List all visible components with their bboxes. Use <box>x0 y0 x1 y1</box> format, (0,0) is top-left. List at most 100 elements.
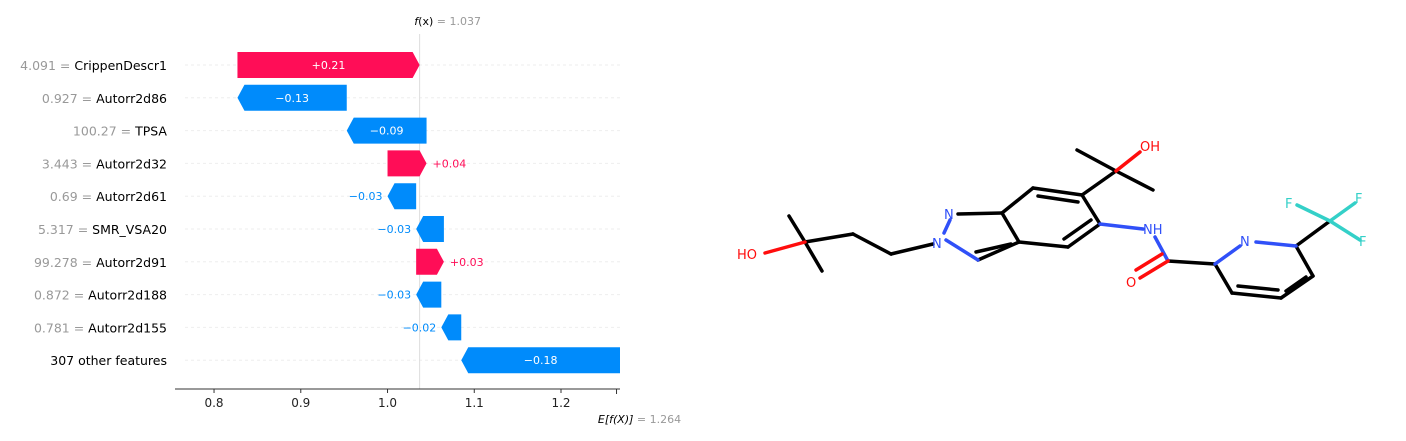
fx-label: f(x) = 1.037 <box>414 15 481 28</box>
feature-label: 99.278 = Autorr2d91 <box>34 255 167 270</box>
shap-value-label: +0.21 <box>312 59 346 72</box>
shap-value-label: −0.09 <box>370 125 404 138</box>
bond <box>1230 291 1283 300</box>
feature-label: 100.27 = TPSA <box>73 124 168 139</box>
feature-name: CrippenDescr1 <box>74 58 167 73</box>
bond <box>1031 186 1084 197</box>
shap-value-label: +0.04 <box>433 157 467 170</box>
bond <box>803 240 824 273</box>
feature-name: 307 other features <box>50 353 167 368</box>
feature-label: 0.872 = Autorr2d188 <box>34 288 167 303</box>
feature-name: Autorr2d155 <box>88 320 167 335</box>
feature-value: 0.781 = <box>34 320 88 335</box>
x-tick-label: 1.0 <box>378 396 397 410</box>
bond-nitrogen <box>1153 235 1170 263</box>
feature-label: 3.443 = Autorr2d32 <box>42 156 167 171</box>
bond <box>974 242 1013 254</box>
fx-label-rest: (x) <box>418 15 433 28</box>
feature-name: Autorr2d86 <box>96 91 167 106</box>
shap-value-label: −0.03 <box>349 190 383 203</box>
feature-name: TPSA <box>134 124 167 139</box>
x-tick-label: 1.1 <box>465 396 484 410</box>
atom-label: NH <box>1143 223 1163 238</box>
bond <box>1213 262 1234 295</box>
bond <box>1166 259 1217 266</box>
bond <box>889 242 935 256</box>
feature-value: 99.278 = <box>34 255 96 270</box>
feature-label: 0.781 = Autorr2d155 <box>34 320 167 335</box>
shap-bar <box>416 248 444 275</box>
bond <box>1080 193 1102 226</box>
atom-label: O <box>1126 276 1136 291</box>
molecule-bonds <box>787 148 1332 300</box>
bond <box>1114 169 1155 192</box>
shap-bar <box>441 314 462 341</box>
shap-waterfall-chart: +0.21 −0.13 −0.09 +0.04 −0.03 −0.03 +0.03 −0.03… <box>20 15 681 426</box>
bond-nitrogen <box>944 238 980 262</box>
shap-value-label: −0.18 <box>524 354 558 367</box>
bond <box>1236 284 1280 292</box>
atom-label: HO <box>737 248 757 263</box>
bond <box>1062 218 1093 241</box>
bond <box>851 232 893 256</box>
bond-oxygen <box>763 240 807 255</box>
bond <box>1284 275 1308 293</box>
fx-value: = 1.037 <box>433 15 481 28</box>
molecule-atoms: HO N N OH NH O N F F F <box>737 140 1366 291</box>
x-tick-label: 0.9 <box>291 396 310 410</box>
atom-label: F <box>1285 197 1292 212</box>
bond <box>1279 274 1315 300</box>
x-axis: 0.8 0.9 1.0 1.1 1.2 <box>175 388 620 410</box>
bond-nitrogen <box>1213 244 1242 266</box>
feature-label: 307 other features <box>50 353 167 368</box>
bond <box>1017 240 1070 249</box>
feature-name: Autorr2d61 <box>96 189 167 204</box>
bond <box>1066 222 1102 249</box>
feature-labels: 4.091 = CrippenDescr1 0.927 = Autorr2d86 1… <box>20 58 167 368</box>
shap-value-label: −0.02 <box>403 321 437 334</box>
bond <box>956 211 1004 216</box>
expected-value-label: E[f(X)] = 1.264 <box>598 413 681 426</box>
bond-nitrogen <box>1254 240 1298 248</box>
bond-nitrogen <box>1098 222 1145 231</box>
shap-bar <box>387 150 427 177</box>
atom-label: F <box>1359 235 1366 250</box>
bond <box>787 214 807 244</box>
bond-nitrogen <box>942 218 952 235</box>
shap-bar <box>346 117 427 144</box>
bond <box>1000 211 1021 244</box>
feature-value: 0.927 = <box>42 91 96 106</box>
atom-label: OH <box>1140 140 1160 155</box>
bond <box>1080 169 1118 197</box>
feature-name: Autorr2d91 <box>96 255 167 270</box>
bars-group: +0.21 −0.13 −0.09 +0.04 −0.03 −0.03 +0.03 −0.03… <box>237 52 620 374</box>
feature-value: 0.69 = <box>50 189 96 204</box>
molecule-structure: HO N N OH NH O N F F F <box>737 140 1366 300</box>
shap-bar <box>387 183 417 210</box>
x-tick-label: 1.2 <box>551 396 570 410</box>
feature-label: 5.317 = SMR_VSA20 <box>38 222 167 237</box>
feature-name: SMR_VSA20 <box>92 222 167 237</box>
bond-fluorine <box>1328 219 1362 242</box>
bond-oxygen <box>1138 259 1170 280</box>
shap-value-label: −0.03 <box>377 289 411 302</box>
shap-bar <box>461 347 620 374</box>
bond <box>1294 219 1332 248</box>
shap-bar <box>416 281 442 308</box>
atom-label: N <box>932 237 942 252</box>
atom-label: N <box>1240 235 1250 250</box>
feature-value: 100.27 = <box>73 124 135 139</box>
fx-label-italic: f <box>414 15 420 28</box>
molecule-hetero-bonds <box>763 150 1362 280</box>
shap-value-label: +0.03 <box>450 256 484 269</box>
feature-label: 4.091 = CrippenDescr1 <box>20 58 167 73</box>
feature-value: 0.872 = <box>34 288 88 303</box>
shap-bar <box>237 84 347 111</box>
feature-value: 5.317 = <box>38 222 92 237</box>
expected-value-number: = 1.264 <box>633 413 681 426</box>
bond <box>1075 148 1118 173</box>
bond-oxygen <box>1114 150 1142 173</box>
expected-value-name: E[f(X)] <box>598 413 634 426</box>
shap-value-label: −0.13 <box>275 92 309 105</box>
bond <box>803 232 855 244</box>
